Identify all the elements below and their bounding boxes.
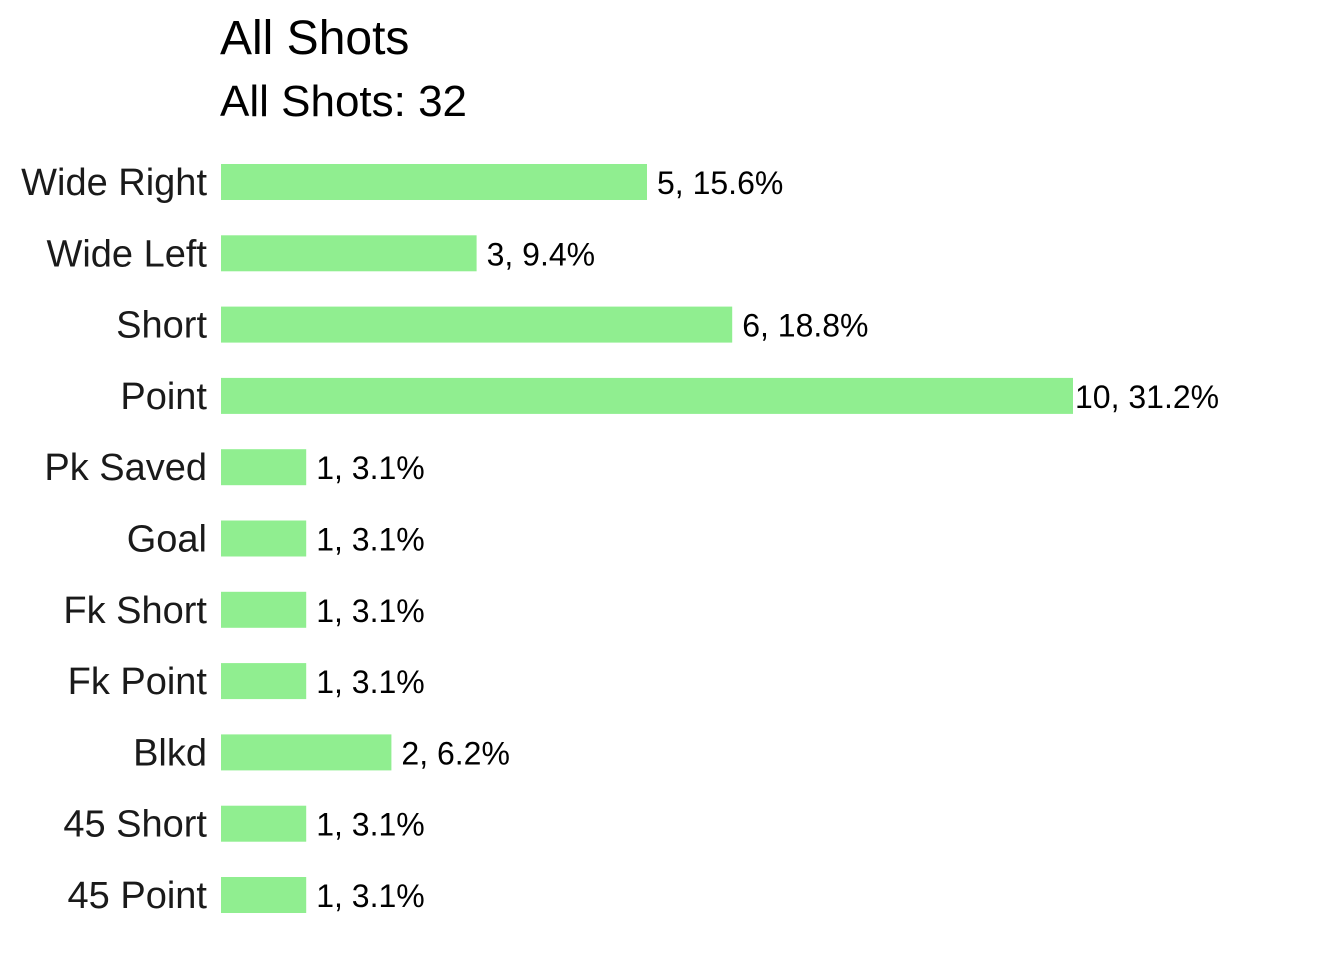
category-label-fk-point: Fk Point (68, 661, 208, 703)
category-label-45-point: 45 Point (68, 875, 208, 917)
category-label-point: Point (120, 376, 207, 418)
bar-point (221, 377, 1073, 414)
data-label-short: 6, 18.8% (742, 308, 868, 344)
category-label-short: Short (116, 305, 207, 347)
bar-fk-point (221, 663, 307, 700)
data-label-45-point: 1, 3.1% (316, 878, 425, 914)
data-label-fk-short: 1, 3.1% (316, 593, 425, 629)
bar-45-short (221, 805, 307, 842)
bar-pk-saved (221, 449, 307, 486)
data-label-45-short: 1, 3.1% (316, 807, 425, 843)
chart-subtitle: All Shots: 32 (220, 77, 467, 126)
bar-fk-short (221, 591, 307, 628)
data-label-fk-point: 1, 3.1% (316, 664, 425, 700)
data-label-blkd: 2, 6.2% (401, 735, 510, 771)
category-label-pk-saved: Pk Saved (44, 447, 207, 489)
category-label-goal: Goal (127, 519, 207, 561)
category-label-fk-short: Fk Short (63, 590, 207, 632)
data-label-point: 10, 31.2% (1075, 379, 1219, 415)
bars-layer: Wide Right 5, 15.6% Wide Left 3, 9.4% Short 6… (21, 162, 1219, 917)
category-label-45-short: 45 Short (63, 804, 207, 846)
data-label-wide-left: 3, 9.4% (487, 236, 596, 272)
data-label-pk-saved: 1, 3.1% (316, 450, 425, 486)
data-label-wide-right: 5, 15.6% (657, 165, 783, 201)
category-label-wide-left: Wide Left (46, 233, 207, 275)
data-label-goal: 1, 3.1% (316, 522, 425, 558)
category-label-wide-right: Wide Right (21, 162, 207, 204)
bar-wide-left (221, 235, 477, 272)
bar-blkd (221, 734, 392, 771)
bar-wide-right (221, 164, 647, 200)
bar-goal (221, 520, 307, 557)
category-label-blkd: Blkd (133, 732, 207, 774)
bar-45-point (221, 877, 307, 913)
chart-title: All Shots (220, 12, 409, 65)
bar-short (221, 306, 733, 343)
